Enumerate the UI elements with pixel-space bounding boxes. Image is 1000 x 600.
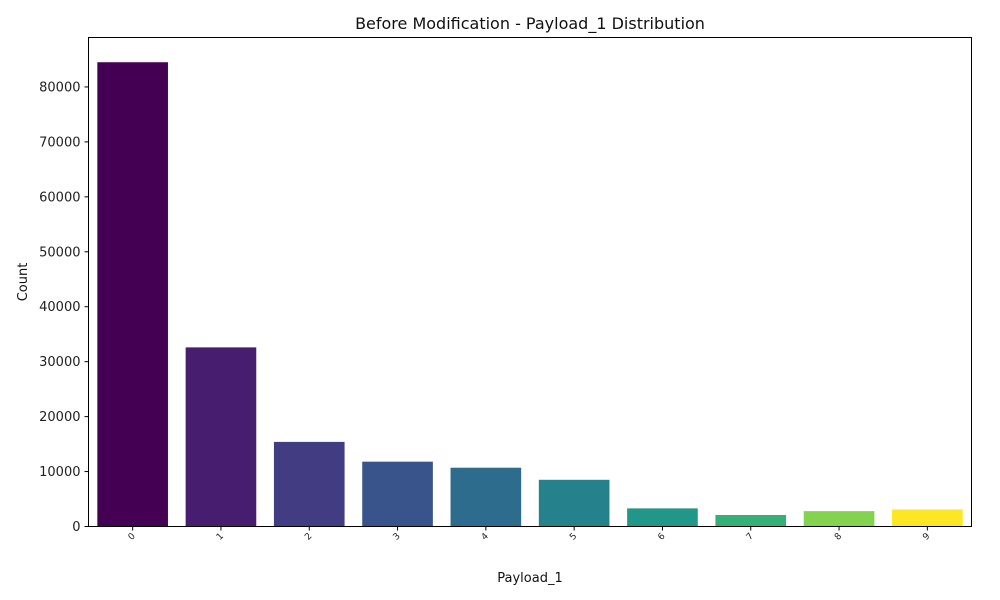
- y-tick-label: 80000: [39, 80, 80, 95]
- chart-title: Before Modification - Payload_1 Distribu…: [355, 14, 705, 34]
- bar: [892, 509, 963, 527]
- y-tick-label: 20000: [39, 410, 80, 425]
- x-tick-label: 2: [303, 532, 314, 543]
- bar: [97, 62, 168, 527]
- bar: [803, 511, 875, 527]
- plot-frame: [88, 37, 972, 527]
- x-tick-label: 3: [392, 532, 403, 543]
- x-tick-label: 7: [745, 532, 756, 543]
- bar: [715, 514, 787, 527]
- bar: [185, 347, 257, 527]
- x-tick-label: 9: [921, 531, 932, 542]
- y-tick-label: 40000: [39, 300, 80, 315]
- x-tick-label: 8: [833, 531, 844, 542]
- x-axis-title: Payload_1: [497, 571, 562, 586]
- y-tick-label: 10000: [39, 465, 80, 480]
- x-tick-label: 1: [215, 532, 226, 543]
- bar: [450, 467, 522, 527]
- x-tick-label: 5: [568, 532, 579, 543]
- x-tick-label: 4: [480, 531, 491, 542]
- x-tick-label: 6: [656, 531, 667, 542]
- y-tick-label: 30000: [39, 355, 80, 370]
- y-tick-label: 60000: [39, 190, 80, 205]
- bar: [273, 441, 345, 527]
- y-tick-label: 50000: [39, 245, 80, 260]
- y-tick-label: 0: [72, 520, 80, 535]
- bar: [362, 461, 433, 527]
- x-axis-ticks: 0 1 2 3 4 5 6 7 8 9: [127, 526, 933, 543]
- y-tick-label: 70000: [39, 135, 80, 150]
- bar: [627, 508, 698, 527]
- y-axis-ticks: 0 10000 20000 30000 40000 50000 60000 70000 8000…: [39, 80, 89, 535]
- x-tick-label: 0: [127, 531, 138, 542]
- bar: [538, 479, 610, 527]
- y-axis-title: Count: [16, 263, 31, 302]
- bars-group: [97, 62, 963, 527]
